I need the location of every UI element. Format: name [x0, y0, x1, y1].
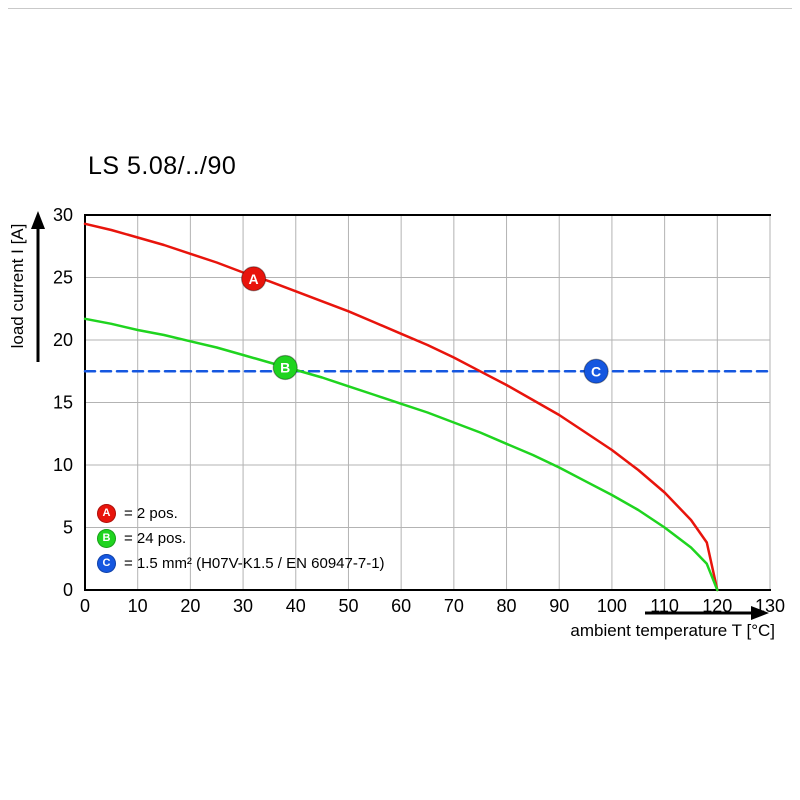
- legend-label-b: = 24 pos.: [124, 530, 187, 547]
- curve-marker-b-letter: B: [280, 360, 290, 376]
- curve-marker-c-icon: [583, 358, 609, 384]
- legend-marker-a-letter: A: [102, 507, 111, 519]
- x-tick-label: 120: [702, 596, 732, 616]
- legend-label-a: = 2 pos.: [124, 505, 178, 522]
- x-tick-label: 60: [391, 596, 411, 616]
- x-tick-label: 20: [180, 596, 200, 616]
- x-tick-label: 30: [233, 596, 253, 616]
- series-curve-b: [83, 317, 719, 592]
- series-curve-a: [83, 222, 719, 592]
- chart-title: LS 5.08/../90: [88, 152, 237, 180]
- x-tick-label: 80: [497, 596, 517, 616]
- y-tick-label: 0: [63, 580, 73, 600]
- curve-marker-a-icon: [241, 266, 267, 292]
- y-tick-label: 10: [53, 455, 73, 475]
- x-tick-label: 40: [286, 596, 306, 616]
- legend-item-c: C = 1.5 mm² (H07V-K1.5 / EN 60947-7-1): [97, 551, 385, 576]
- x-axis-label: ambient temperature T [°C]: [570, 621, 775, 640]
- page-top-rule: [8, 8, 792, 9]
- y-tick-label: 30: [53, 205, 73, 225]
- x-tick-label: 70: [444, 596, 464, 616]
- legend-item-a: A = 2 pos.: [97, 501, 385, 526]
- x-axis-arrowhead-icon: [751, 606, 769, 620]
- y-tick-label: 15: [53, 393, 73, 413]
- legend-marker-a-icon: A: [97, 504, 116, 523]
- y-tick-label: 25: [53, 268, 73, 288]
- legend-marker-b-letter: B: [102, 532, 111, 544]
- y-axis-arrowhead-icon: [31, 211, 45, 229]
- y-tick-label: 20: [53, 330, 73, 350]
- legend-marker-c-letter: C: [102, 557, 111, 569]
- curve-marker-c-letter: C: [591, 363, 601, 379]
- x-tick-label: 10: [128, 596, 148, 616]
- x-tick-label: 100: [597, 596, 627, 616]
- curve-marker-b-icon: [272, 354, 298, 381]
- legend-marker-b-icon: B: [97, 529, 116, 548]
- x-tick-label: 0: [80, 596, 90, 616]
- legend-marker-c-icon: C: [97, 554, 116, 573]
- legend-label-c: = 1.5 mm² (H07V-K1.5 / EN 60947-7-1): [124, 555, 385, 572]
- x-tick-label: 90: [549, 596, 569, 616]
- legend: A = 2 pos. B = 24 pos. C = 1.5 mm² (H07V…: [97, 501, 385, 576]
- legend-item-b: B = 24 pos.: [97, 526, 385, 551]
- x-tick-label: 50: [338, 596, 358, 616]
- curve-marker-a-letter: A: [249, 271, 259, 287]
- y-tick-label: 5: [63, 518, 73, 538]
- x-tick-label: 110: [650, 596, 679, 616]
